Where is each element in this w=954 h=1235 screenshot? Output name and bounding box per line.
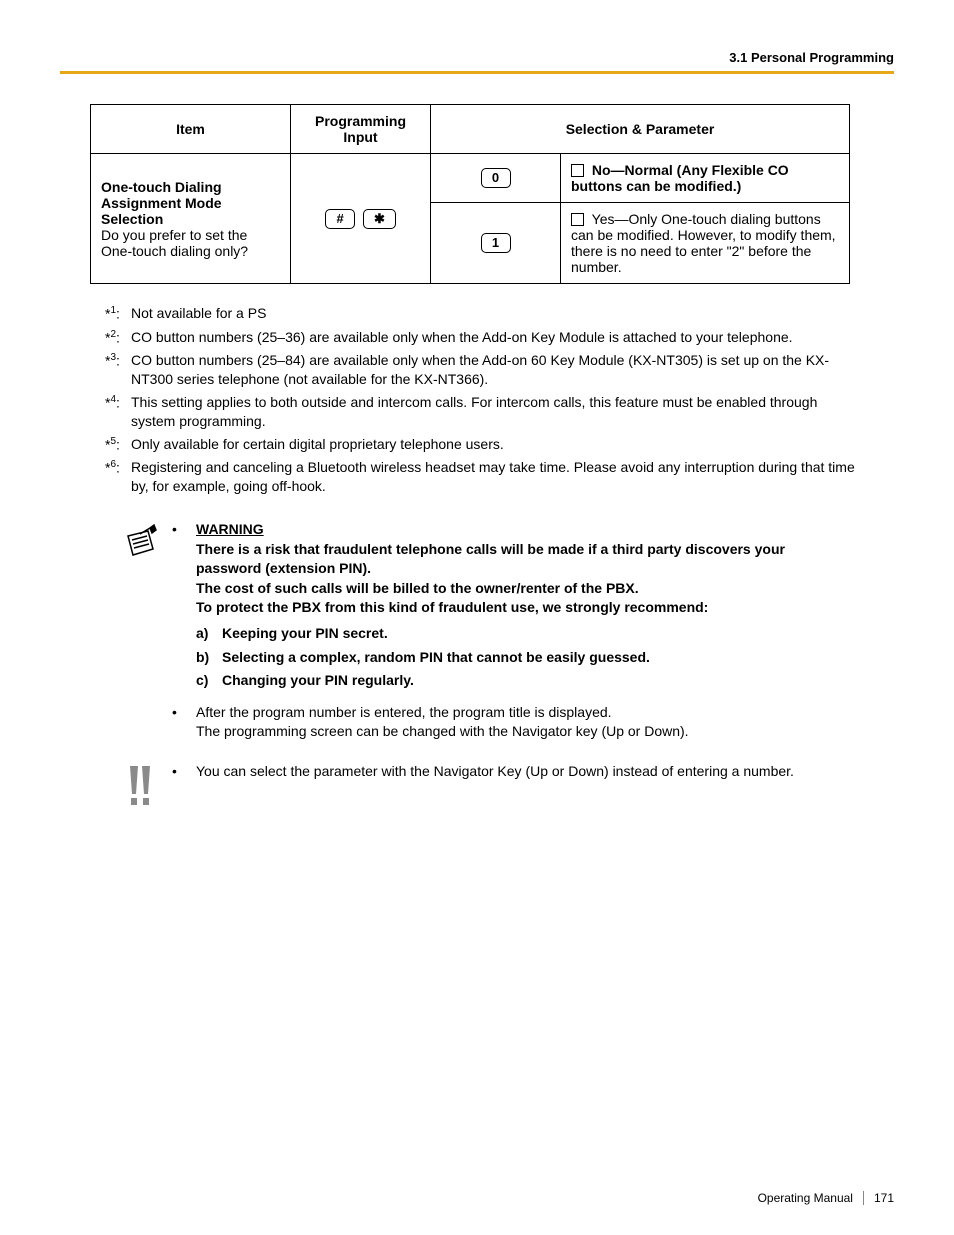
footnote-row: *4: This setting applies to both outside…: [105, 393, 864, 431]
warning-p3: To protect the PBX from this kind of fra…: [196, 598, 854, 618]
option-1-text-cell: Yes—Only One-touch dialing buttons can b…: [561, 203, 850, 284]
key-star: ✱: [363, 209, 396, 229]
th-item: Item: [91, 105, 291, 154]
footnote-text: CO button numbers (25–84) are available …: [131, 351, 864, 389]
footer-divider: [863, 1191, 864, 1205]
footnote-label: *5:: [105, 435, 131, 455]
footer-page: 171: [874, 1191, 894, 1205]
tip-text: You can select the parameter with the Na…: [196, 762, 854, 782]
warning-p1: There is a risk that fraudulent telephon…: [196, 540, 854, 579]
footnote-label: *2:: [105, 328, 131, 348]
footnote-label: *1:: [105, 304, 131, 324]
warning-list: a) Keeping your PIN secret. b) Selecting…: [196, 624, 854, 691]
footnote-row: *5: Only available for certain digital p…: [105, 435, 864, 455]
footnote-text: This setting applies to both outside and…: [131, 393, 864, 431]
option-0-text: No—Normal (Any Flexible CO buttons can b…: [571, 162, 789, 194]
list-text: Keeping your PIN secret.: [222, 624, 854, 644]
th-selection: Selection & Parameter: [431, 105, 850, 154]
list-text: Selecting a complex, random PIN that can…: [222, 648, 854, 668]
list-item: b) Selecting a complex, random PIN that …: [196, 648, 854, 668]
input-cell: # ✱: [291, 154, 431, 284]
footnote-text: Not available for a PS: [131, 304, 864, 324]
footnote-row: *6: Registering and canceling a Bluetoot…: [105, 458, 864, 496]
footnote-label: *6:: [105, 458, 131, 496]
list-label: b): [196, 648, 222, 668]
option-0-text-cell: No—Normal (Any Flexible CO buttons can b…: [561, 154, 850, 203]
header-rule: [60, 71, 894, 74]
footnote-label: *3:: [105, 351, 131, 389]
warning-block: • WARNING There is a risk that fraudulen…: [120, 520, 854, 742]
list-label: a): [196, 624, 222, 644]
page: 3.1 Personal Programming Item Programmin…: [0, 0, 954, 1235]
list-item: c) Changing your PIN regularly.: [196, 671, 854, 691]
list-item: a) Keeping your PIN secret.: [196, 624, 854, 644]
programming-table: Item Programming Input Selection & Param…: [90, 104, 850, 284]
option-0-key-cell: 0: [431, 154, 561, 203]
footnote-row: *2: CO button numbers (25–36) are availa…: [105, 328, 864, 348]
tip-block: • You can select the parameter with the …: [120, 762, 854, 815]
option-1-key-cell: 1: [431, 203, 561, 284]
warning-title: WARNING: [196, 521, 264, 537]
th-input: Programming Input: [291, 105, 431, 154]
key-1: 1: [481, 233, 511, 253]
note-icon: [120, 520, 166, 569]
header-section: 3.1 Personal Programming: [60, 50, 894, 65]
page-footer: Operating Manual 171: [758, 1191, 894, 1205]
warning-p2: The cost of such calls will be billed to…: [196, 579, 854, 599]
tip-body: • You can select the parameter with the …: [172, 762, 854, 782]
footnote-row: *1: Not available for a PS: [105, 304, 864, 324]
option-1-text: Yes—Only One-touch dialing buttons can b…: [571, 211, 836, 275]
key-hash: #: [325, 209, 355, 229]
footnotes: *1: Not available for a PS *2: CO button…: [105, 304, 864, 496]
exclamation-icon: [120, 762, 166, 815]
footnote-text: Registering and canceling a Bluetooth wi…: [131, 458, 864, 496]
checkbox-icon: [571, 213, 584, 226]
bullet-icon: •: [172, 520, 196, 697]
bullet-icon: •: [172, 762, 196, 782]
after-text-1: After the program number is entered, the…: [196, 703, 854, 723]
after-text-2: The programming screen can be changed wi…: [196, 722, 854, 742]
footnote-label: *4:: [105, 393, 131, 431]
checkbox-icon: [571, 164, 584, 177]
key-0: 0: [481, 168, 511, 188]
warning-body: • WARNING There is a risk that fraudulen…: [172, 520, 854, 742]
item-subtitle: Do you prefer to set the One-touch diali…: [101, 227, 280, 259]
footnote-row: *3: CO button numbers (25–84) are availa…: [105, 351, 864, 389]
bullet-icon: •: [172, 703, 196, 742]
list-label: c): [196, 671, 222, 691]
footnote-text: Only available for certain digital propr…: [131, 435, 864, 455]
footnote-text: CO button numbers (25–36) are available …: [131, 328, 864, 348]
item-title: One-touch Dialing Assignment Mode Select…: [101, 179, 280, 227]
list-text: Changing your PIN regularly.: [222, 671, 854, 691]
item-cell: One-touch Dialing Assignment Mode Select…: [91, 154, 291, 284]
footer-doc: Operating Manual: [758, 1191, 853, 1205]
